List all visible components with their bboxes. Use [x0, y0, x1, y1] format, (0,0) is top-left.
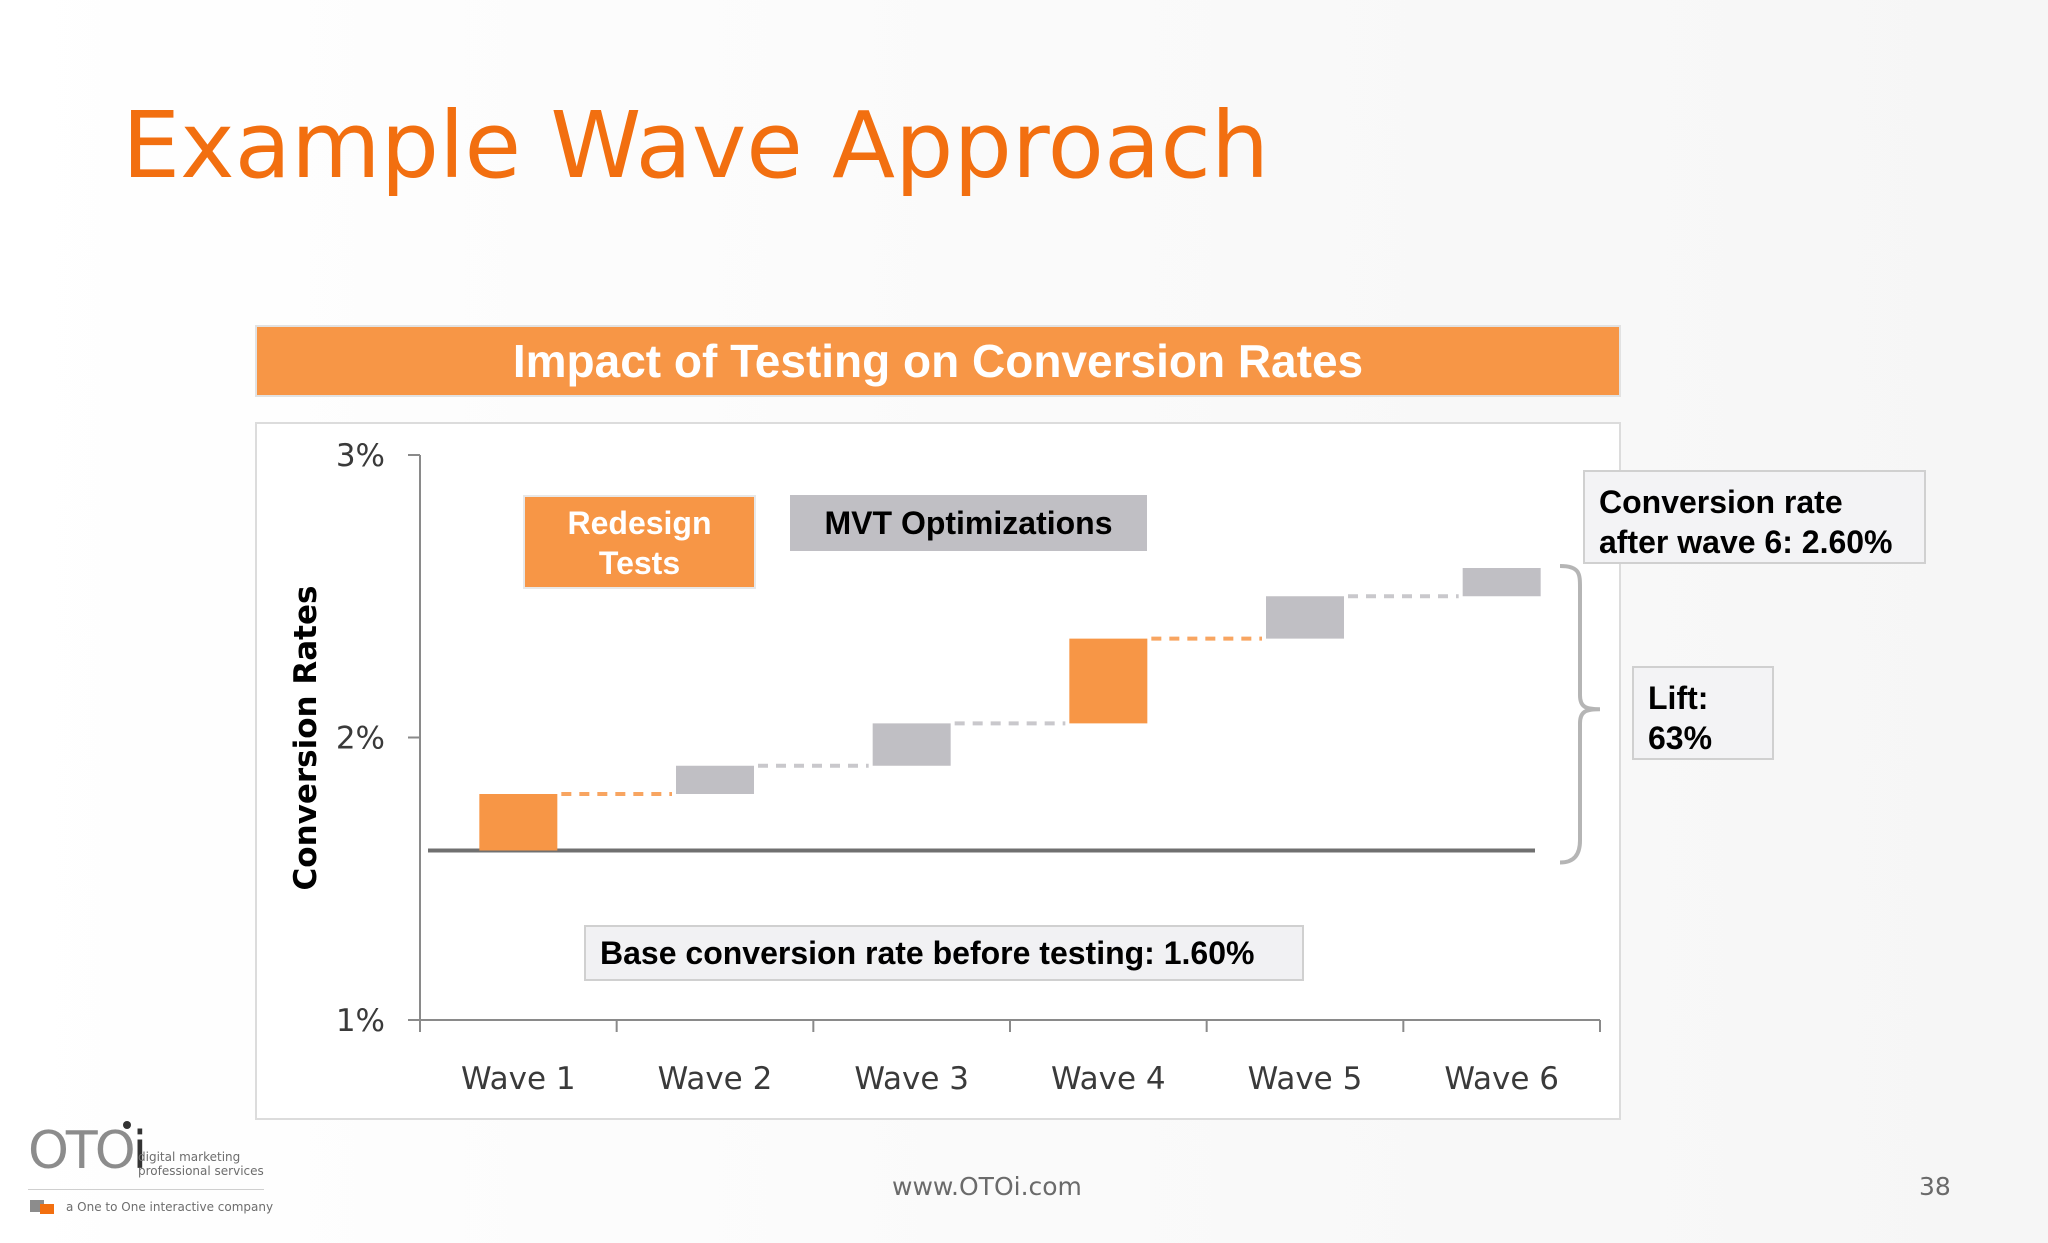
- base-rate-note: Base conversion rate before testing: 1.6…: [584, 925, 1304, 981]
- waterfall-bar: [1462, 568, 1541, 597]
- legend-redesign-tests: Redesign Tests: [523, 495, 756, 589]
- waterfall-bar: [1069, 638, 1148, 724]
- waterfall-bar: [1266, 596, 1344, 639]
- footer-url: www.OTOi.com: [892, 1172, 1082, 1201]
- x-tick-label: Wave 2: [658, 1061, 773, 1097]
- base-rate-label: Base conversion rate before testing: 1.6…: [600, 935, 1255, 971]
- lift-label: Lift: 63%: [1648, 680, 1713, 756]
- final-rate-note: Conversion rate after wave 6: 2.60%: [1583, 470, 1926, 564]
- logo-dot: [123, 1121, 131, 1129]
- lift-bracket: [1559, 564, 1601, 865]
- y-tick-label: 1%: [336, 1003, 385, 1039]
- waterfall-bar: [676, 765, 754, 794]
- logo-wordmark-oto: OTO: [28, 1121, 136, 1181]
- x-tick-label: Wave 4: [1051, 1061, 1166, 1097]
- logo-company-line: a One to One interactive company: [66, 1200, 274, 1214]
- logo-wordmark: OTOi: [28, 1125, 147, 1177]
- logo-tagline: digital marketing professional services: [138, 1150, 264, 1178]
- logo-squares-icon: [30, 1200, 58, 1214]
- x-tick-label: Wave 1: [461, 1061, 576, 1097]
- x-tick-label: Wave 6: [1444, 1061, 1559, 1097]
- waterfall-bar: [872, 723, 951, 766]
- plot-layer: 1% 2% 3% Wave 1 Wave 2 Wave 3 Wave 4 Wave 5 Wave…: [336, 438, 1601, 1097]
- logo-wordmark-i: i: [132, 1121, 148, 1181]
- page-number: 38: [1919, 1172, 1951, 1201]
- y-axis-title: Conversion Rates: [288, 586, 324, 891]
- slide-title: Example Wave Approach: [122, 92, 1270, 199]
- final-rate-label: Conversion rate after wave 6: 2.60%: [1599, 484, 1893, 560]
- logo-divider: [28, 1189, 264, 1190]
- chart-title-banner: Impact of Testing on Conversion Rates: [255, 325, 1621, 397]
- x-tick-label: Wave 3: [854, 1061, 969, 1097]
- legend-mvt-optimizations: MVT Optimizations: [790, 495, 1147, 551]
- y-tick-label: 2%: [336, 721, 385, 757]
- waterfall-bar: [479, 794, 558, 851]
- legend-redesign-label: Redesign Tests: [567, 505, 712, 581]
- x-tick-label: Wave 5: [1248, 1061, 1363, 1097]
- legend-mvt-label: MVT Optimizations: [824, 505, 1113, 541]
- y-tick-label: 3%: [336, 438, 385, 474]
- otoi-logo: OTOi digital marketing professional serv…: [28, 1121, 278, 1217]
- lift-note: Lift: 63%: [1632, 666, 1774, 760]
- chart-title: Impact of Testing on Conversion Rates: [512, 335, 1364, 387]
